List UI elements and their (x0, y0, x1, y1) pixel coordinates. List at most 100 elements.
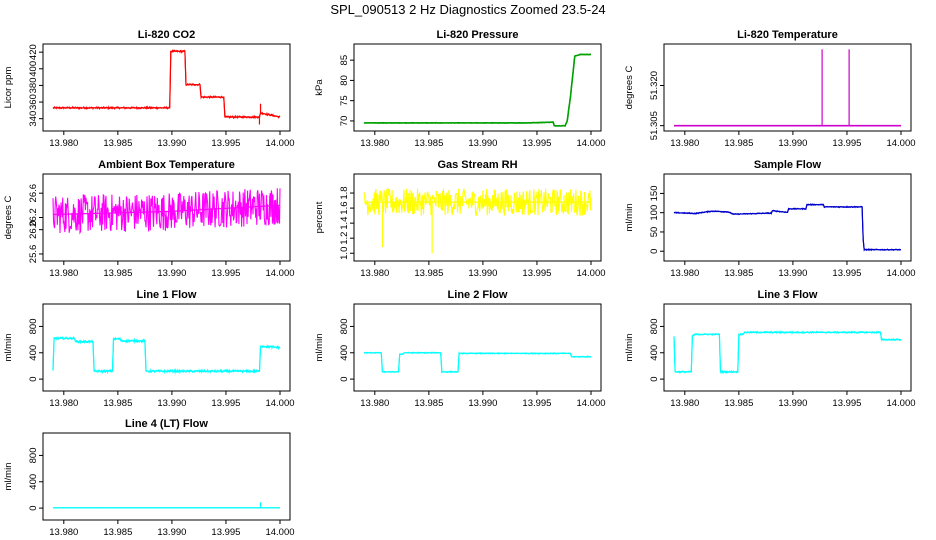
y-tick-label: 100 (649, 205, 660, 221)
y-tick-label: 800 (339, 319, 350, 335)
plot-frame (353, 173, 602, 262)
plot-frame (353, 303, 602, 392)
y-tick-label: 0 (649, 376, 660, 381)
series-line (52, 49, 281, 120)
x-tick-label: 13.985 (724, 138, 753, 149)
x-tick-label: 13.985 (724, 268, 753, 279)
y-tick-label: 1.6 (339, 201, 350, 214)
x-tick-label: 13.990 (778, 398, 807, 409)
panel-title: Li-820 Pressure (437, 29, 519, 41)
x-tick-label: 13.990 (468, 398, 497, 409)
panel-title: Li-820 CO2 (138, 29, 195, 41)
panel-title: Line 4 (LT) Flow (125, 418, 208, 430)
y-tick-label: 400 (28, 474, 39, 490)
x-tick-label: 13.985 (414, 138, 443, 149)
x-tick-label: 13.980 (49, 398, 78, 409)
y-axis-label: ml/min (3, 463, 14, 491)
y-tick-label: 1.8 (339, 186, 350, 199)
y-tick-label: 1.4 (339, 217, 350, 230)
y-tick-label: 400 (28, 61, 39, 77)
y-tick-label: 26.0 (28, 220, 39, 239)
x-tick-label: 14.000 (886, 398, 915, 409)
panel-9: Line 3 Flow 13.980 13.985 13.990 13.995 14.00… (624, 289, 916, 409)
y-tick-label: 75 (339, 95, 350, 106)
panel-title: Line 2 Flow (448, 289, 508, 301)
y-tick-label: 800 (28, 448, 39, 464)
x-tick-label: 13.990 (157, 527, 186, 538)
y-tick-label: 800 (649, 319, 660, 335)
x-tick-label: 13.980 (49, 138, 78, 149)
series-line (52, 335, 281, 375)
x-tick-label: 13.985 (103, 398, 132, 409)
series-steps (364, 352, 591, 373)
y-tick-label: 26.2 (28, 208, 39, 227)
y-tick-label: 340 (28, 111, 39, 127)
y-axis-label: degrees C (3, 195, 14, 239)
x-tick-label: 14.000 (265, 398, 294, 409)
x-tick-label: 13.995 (211, 268, 240, 279)
y-tick-label: 1.2 (339, 232, 350, 245)
y-tick-label: 360 (28, 94, 39, 110)
y-tick-label: 80 (339, 75, 350, 86)
panel-1: Li-820 CO2 13.980 13.985 13.990 13.995 14.000… (3, 29, 295, 149)
y-tick-label: 400 (28, 345, 39, 361)
y-axis-label: percent (314, 201, 325, 233)
y-tick-label: 400 (339, 345, 350, 361)
series-line (363, 351, 592, 374)
x-tick-label: 13.990 (468, 138, 497, 149)
series-steps (52, 337, 281, 372)
y-tick-label: 420 (28, 44, 39, 60)
y-tick-label: 70 (339, 116, 350, 127)
plot-frame (663, 173, 912, 262)
x-tick-label: 13.980 (670, 138, 699, 149)
x-tick-label: 13.995 (522, 398, 551, 409)
y-axis-label: Licor ppm (3, 67, 14, 109)
y-axis-label: degrees C (624, 65, 635, 109)
series-line (673, 203, 902, 252)
figure-title: SPL_090513 2 Hz Diagnostics Zoomed 23.5-… (330, 2, 606, 17)
x-tick-label: 13.980 (49, 527, 78, 538)
y-tick-label: 1.0 (339, 247, 350, 260)
x-tick-label: 13.995 (211, 398, 240, 409)
series-line (673, 330, 901, 375)
y-tick-label: 51.305 (649, 111, 660, 140)
x-tick-label: 14.000 (576, 268, 605, 279)
panel-3: Li-820 Temperature 13.980 13.985 13.990 13.9… (624, 29, 916, 149)
plot-frame (663, 303, 912, 392)
y-tick-label: 400 (649, 345, 660, 361)
x-tick-label: 13.995 (832, 138, 861, 149)
x-tick-label: 13.995 (211, 527, 240, 538)
panel-title: Li-820 Temperature (737, 29, 838, 41)
panel-title: Ambient Box Temperature (98, 159, 235, 171)
x-tick-label: 14.000 (576, 398, 605, 409)
x-tick-label: 13.995 (522, 138, 551, 149)
series-steps (673, 331, 901, 373)
panel-6: Sample Flow 13.980 13.985 13.990 13.995 14.00… (624, 159, 916, 279)
plot-frame (353, 43, 602, 132)
series-steps (364, 53, 591, 127)
panel-title: Line 1 Flow (137, 289, 197, 301)
panel-title: Line 3 Flow (758, 289, 818, 301)
panel-8: Line 2 Flow 13.980 13.985 13.990 13.995 14.00… (314, 289, 606, 409)
y-axis-label: kPa (314, 79, 325, 96)
series-line (363, 187, 592, 217)
panel-5: Gas Stream RH 13.980 13.985 13.990 13.995 14.… (314, 159, 606, 279)
y-tick-label: 25.6 (28, 245, 39, 264)
y-tick-label: 51.320 (649, 71, 660, 100)
y-tick-label: 0 (649, 249, 660, 254)
x-tick-label: 13.995 (522, 268, 551, 279)
y-axis-label: ml/min (3, 334, 14, 362)
x-tick-label: 13.980 (49, 268, 78, 279)
x-tick-label: 13.995 (211, 138, 240, 149)
x-tick-label: 13.990 (778, 138, 807, 149)
y-tick-label: 50 (649, 227, 660, 238)
panel-7: Line 1 Flow 13.980 13.985 13.990 13.995 14.00… (3, 289, 295, 409)
x-tick-label: 14.000 (265, 527, 294, 538)
x-tick-label: 13.985 (103, 268, 132, 279)
x-tick-label: 13.985 (724, 398, 753, 409)
x-tick-label: 13.980 (670, 268, 699, 279)
x-tick-label: 14.000 (886, 138, 915, 149)
y-tick-label: 85 (339, 55, 350, 66)
x-tick-label: 13.985 (103, 527, 132, 538)
